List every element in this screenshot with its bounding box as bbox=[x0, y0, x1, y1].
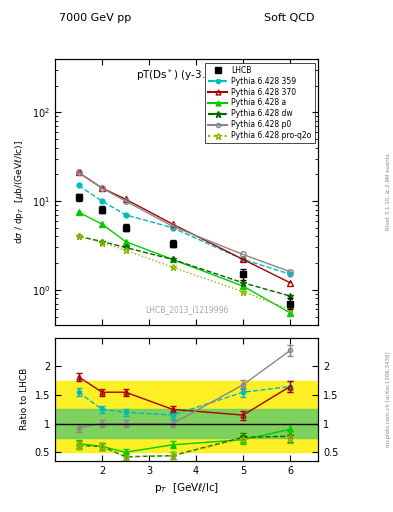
Y-axis label: Ratio to LHCB: Ratio to LHCB bbox=[20, 368, 29, 431]
Legend: LHCB, Pythia 6.428 359, Pythia 6.428 370, Pythia 6.428 a, Pythia 6.428 dw, Pythi: LHCB, Pythia 6.428 359, Pythia 6.428 370… bbox=[205, 62, 314, 143]
Text: Soft QCD: Soft QCD bbox=[264, 13, 314, 23]
Text: mcplots.cern.ch [arXiv:1306.3436]: mcplots.cern.ch [arXiv:1306.3436] bbox=[386, 352, 391, 447]
Bar bbox=[55, 381, 318, 452]
Text: LHCB_2013_I1219996: LHCB_2013_I1219996 bbox=[145, 306, 228, 314]
Y-axis label: d$\sigma$ / dp$_T$  [$\mu$b/(GeV$\ell$/lc)]: d$\sigma$ / dp$_T$ [$\mu$b/(GeV$\ell$/lc… bbox=[13, 140, 26, 244]
Bar bbox=[55, 410, 318, 438]
X-axis label: p$_T$  [GeV$\ell$/lc]: p$_T$ [GeV$\ell$/lc] bbox=[154, 481, 219, 495]
Text: Rivet 3.1.10, ≥ 2.9M events: Rivet 3.1.10, ≥ 2.9M events bbox=[386, 154, 391, 230]
Text: 7000 GeV pp: 7000 GeV pp bbox=[59, 13, 131, 23]
Text: pT(Ds$^*$) (y-3.5-4.0): pT(Ds$^*$) (y-3.5-4.0) bbox=[136, 67, 237, 82]
